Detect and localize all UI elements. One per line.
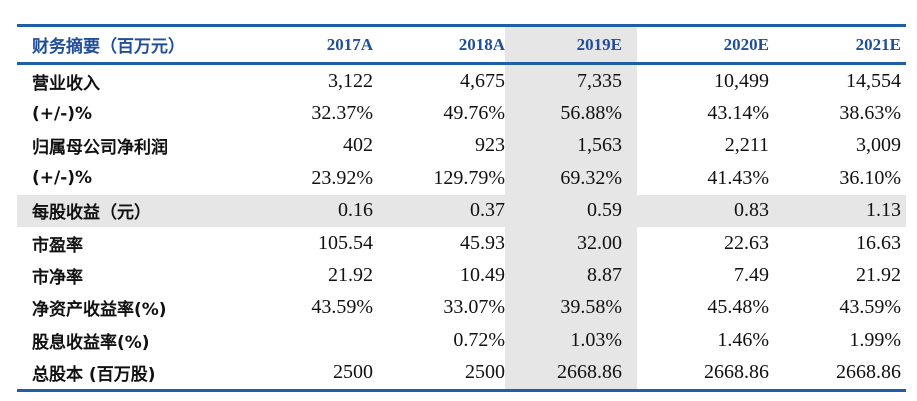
- table-row: (+/-)% 32.37% 49.76% 56.88% 43.14% 38.63%: [17, 97, 906, 130]
- cell-value: 4,675: [460, 69, 505, 92]
- row-label: 归属母公司净利润: [32, 138, 168, 159]
- cell-value: 32.37%: [311, 102, 373, 125]
- cell-value: 0.16: [338, 199, 373, 222]
- cell-value: 14,554: [846, 69, 901, 92]
- row-label: 每股收益（元）: [32, 203, 151, 224]
- cell-value: 0.59: [505, 194, 637, 227]
- financial-summary-table: 财务摘要（百万元） 2017A 2018A 2019E 2020E 2021E …: [17, 24, 906, 392]
- cell-value: 2500: [465, 361, 505, 384]
- cell-value: 0.72%: [453, 328, 505, 351]
- cell-value: 16.63: [856, 231, 901, 254]
- cell-value: 41.43%: [707, 166, 769, 189]
- table-row: 营业收入 3,122 4,675 7,335 10,499 14,554: [17, 65, 906, 98]
- header-year: 2021E: [855, 34, 901, 54]
- cell-value: 43.14%: [707, 102, 769, 125]
- cell-value: 2668.86: [505, 356, 637, 389]
- cell-value: 0.37: [470, 199, 505, 222]
- cell-value: 43.59%: [839, 296, 901, 319]
- header-year: 2018A: [458, 34, 505, 54]
- bottom-rule: [17, 388, 906, 392]
- table-row: 净资产收益率(%) 43.59% 33.07% 39.58% 45.48% 43.59%: [17, 291, 906, 325]
- header-year: 2017A: [326, 34, 373, 54]
- table-row: 股息收益率(%) 0.72% 1.03% 1.46% 1.99%: [17, 324, 906, 357]
- cell-value: 3,009: [856, 134, 901, 157]
- row-label: 股息收益率(%): [32, 332, 150, 353]
- cell-value: 0.83: [734, 199, 769, 222]
- row-label: 净资产收益率(%): [32, 300, 167, 321]
- cell-value: 21.92: [856, 264, 901, 287]
- cell-value: 8.87: [505, 259, 637, 292]
- cell-value: 2668.86: [704, 361, 769, 384]
- cell-value: 10,499: [714, 69, 769, 92]
- header-label: 财务摘要（百万元）: [32, 37, 185, 57]
- cell-value: 7.49: [734, 264, 769, 287]
- row-label: (+/-)%: [32, 168, 93, 189]
- cell-value: 402: [343, 134, 373, 157]
- cell-value: 105.54: [318, 231, 373, 254]
- table-row: 每股收益（元） 0.16 0.37 0.59 0.83 1.13: [17, 194, 906, 227]
- table-row: 市净率 21.92 10.49 8.87 7.49 21.92: [17, 259, 906, 292]
- cell-value: 2500: [333, 361, 373, 384]
- cell-value: 39.58%: [505, 291, 637, 325]
- row-label: 市净率: [32, 268, 83, 289]
- cell-value: 56.88%: [505, 97, 637, 130]
- cell-value: 1,563: [505, 129, 637, 163]
- cell-value: 2668.86: [836, 361, 901, 384]
- cell-value: 33.07%: [443, 296, 505, 319]
- cell-value: 36.10%: [839, 166, 901, 189]
- row-label: 营业收入: [32, 73, 100, 94]
- cell-value: 32.00: [505, 226, 637, 260]
- cell-value: 3,122: [328, 69, 373, 92]
- header-row: 财务摘要（百万元） 2017A 2018A 2019E 2020E 2021E: [17, 27, 906, 65]
- cell-value: 21.92: [328, 264, 373, 287]
- cell-value: 7,335: [505, 65, 637, 98]
- cell-value: 1.13: [866, 199, 901, 222]
- cell-value: 38.63%: [839, 102, 901, 125]
- row-label: 总股本 (百万股): [32, 365, 156, 386]
- cell-value: 69.32%: [505, 162, 637, 195]
- table-row: (+/-)% 23.92% 129.79% 69.32% 41.43% 36.10%: [17, 162, 906, 195]
- cell-value: 129.79%: [433, 166, 505, 189]
- table-row: 总股本 (百万股) 2500 2500 2668.86 2668.86 2668.86: [17, 356, 906, 389]
- cell-value: 923: [475, 134, 505, 157]
- row-label: 市盈率: [32, 235, 83, 256]
- table-row: 归属母公司净利润 402 923 1,563 2,211 3,009: [17, 129, 906, 163]
- row-label: (+/-)%: [32, 103, 93, 124]
- cell-value: 49.76%: [443, 102, 505, 125]
- cell-value: 45.48%: [707, 296, 769, 319]
- table-row: 市盈率 105.54 45.93 32.00 22.63 16.63: [17, 226, 906, 260]
- cell-value: 23.92%: [311, 166, 373, 189]
- top-rule: [17, 24, 906, 27]
- cell-value: 1.99%: [849, 328, 901, 351]
- cell-value: [267, 324, 373, 356]
- cell-value: 43.59%: [311, 296, 373, 319]
- cell-value: 10.49: [460, 264, 505, 287]
- cell-value: 1.46%: [717, 328, 769, 351]
- header-year: 2020E: [723, 34, 769, 54]
- cell-value: 22.63: [724, 231, 769, 254]
- cell-value: 45.93: [460, 231, 505, 254]
- header-year: 2019E: [505, 27, 637, 62]
- cell-value: 2,211: [724, 134, 769, 157]
- cell-value: 1.03%: [505, 324, 637, 357]
